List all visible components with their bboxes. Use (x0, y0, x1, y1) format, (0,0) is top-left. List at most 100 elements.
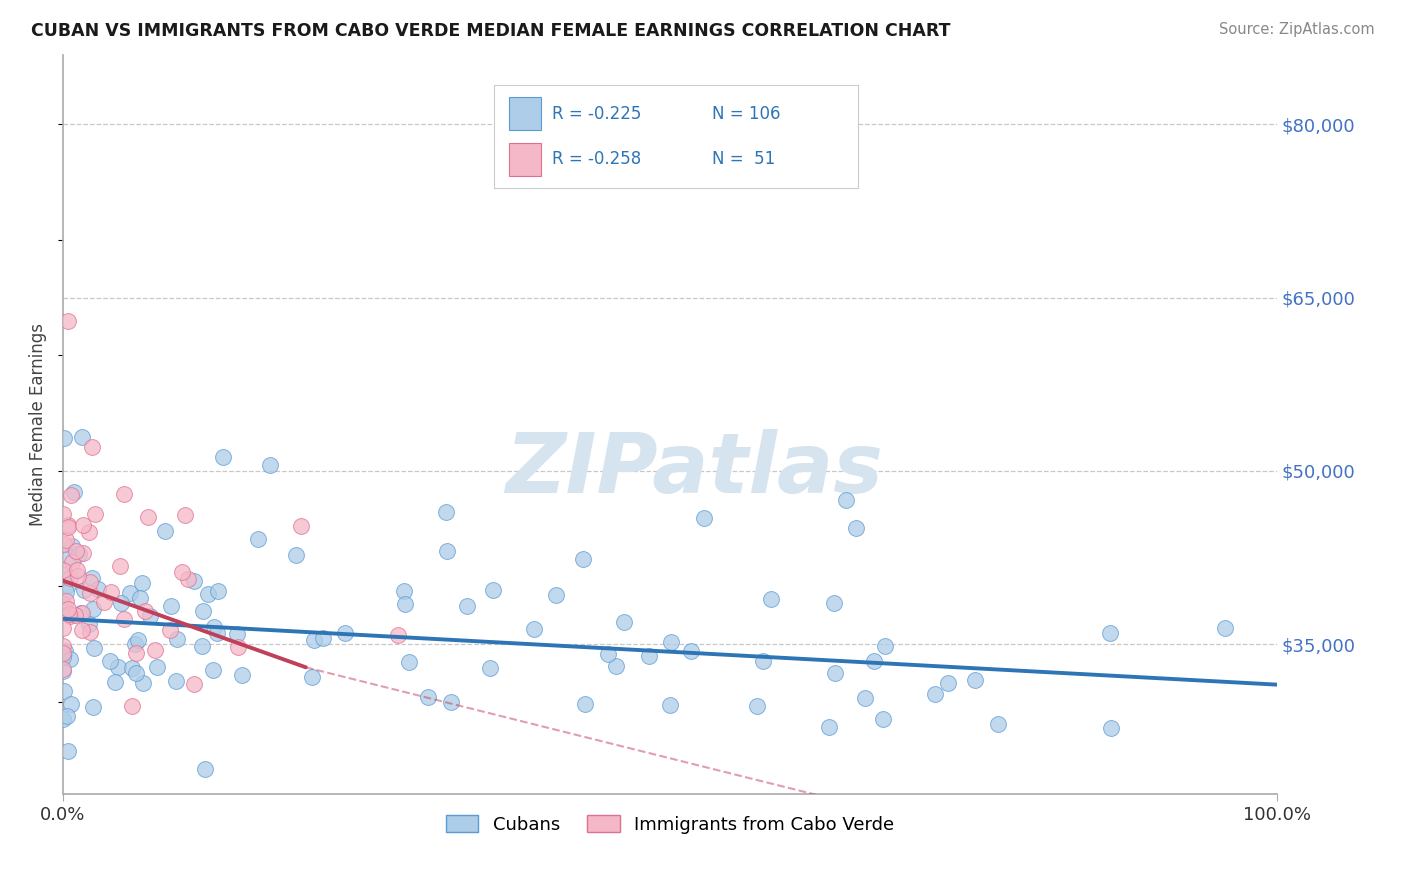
Point (544, 588, 567, 602)
Point (1099, 625, 1122, 640)
Point (139, 608, 162, 623)
Point (59, 608, 82, 623)
Point (824, 666, 846, 681)
Point (55, 585, 77, 599)
Point (65, 544, 87, 558)
Point (52, 563, 75, 577)
Point (456, 599, 478, 614)
Point (56, 578, 79, 592)
Point (145, 660, 167, 674)
Point (52, 647, 75, 661)
Point (1213, 621, 1236, 635)
Point (60, 488, 83, 502)
Point (183, 574, 205, 589)
Point (72, 546, 94, 560)
Point (924, 687, 946, 701)
Point (53, 431, 76, 445)
Point (936, 675, 959, 690)
Point (752, 654, 775, 668)
Point (853, 691, 876, 706)
Point (52, 683, 75, 698)
Point (52, 604, 75, 618)
Point (693, 511, 716, 525)
Point (58, 518, 80, 533)
Point (679, 643, 702, 657)
Point (129, 591, 152, 605)
Point (83, 507, 105, 521)
Point (605, 659, 627, 673)
Point (60, 698, 83, 712)
Point (107, 660, 129, 674)
Point (100, 584, 122, 599)
Point (125, 666, 148, 681)
Point (301, 670, 323, 684)
Point (98, 654, 121, 668)
Point (197, 587, 219, 601)
Point (53, 567, 76, 582)
Point (79, 585, 101, 599)
Point (79, 625, 101, 640)
Point (862, 654, 884, 668)
Point (70, 607, 93, 621)
Point (963, 673, 986, 688)
Point (58, 607, 80, 621)
Point (745, 698, 768, 713)
Point (174, 508, 197, 522)
Point (63, 484, 86, 499)
Point (82, 602, 104, 616)
Point (143, 642, 166, 657)
Point (55, 594, 77, 608)
Point (823, 596, 845, 610)
Point (202, 663, 225, 677)
Point (436, 505, 458, 519)
Point (112, 487, 135, 501)
Point (183, 677, 205, 691)
Point (212, 450, 235, 465)
Point (387, 628, 409, 642)
Point (194, 762, 217, 776)
Point (112, 612, 135, 626)
Point (1101, 721, 1123, 735)
Point (58, 602, 80, 616)
Point (259, 458, 281, 472)
Point (52, 662, 75, 676)
Point (436, 544, 458, 558)
Point (121, 661, 143, 675)
Point (202, 620, 225, 634)
Point (52, 649, 75, 664)
Y-axis label: Median Female Earnings: Median Female Earnings (30, 323, 46, 526)
Point (121, 699, 143, 714)
Point (205, 626, 228, 640)
Point (523, 622, 546, 636)
Point (52, 712, 75, 726)
Point (159, 599, 181, 614)
Point (290, 519, 312, 533)
Point (83, 641, 105, 656)
Point (759, 591, 782, 606)
Point (987, 717, 1010, 731)
Point (193, 604, 215, 618)
Point (103, 674, 125, 689)
Point (596, 647, 619, 661)
Point (118, 585, 141, 599)
Point (159, 623, 181, 637)
Point (875, 639, 897, 653)
Point (440, 695, 463, 709)
Text: ZIPatlas: ZIPatlas (505, 429, 883, 509)
Point (818, 720, 841, 734)
Point (226, 640, 249, 654)
Point (55, 533, 77, 547)
Point (67, 569, 90, 583)
Point (52, 602, 75, 616)
Point (166, 632, 188, 647)
Point (79, 616, 101, 631)
Point (52, 507, 75, 521)
Point (155, 524, 177, 538)
Point (63, 608, 86, 623)
Point (52, 664, 75, 678)
Point (392, 584, 415, 599)
Point (284, 548, 307, 562)
Point (398, 655, 420, 669)
Point (659, 634, 682, 648)
Point (70, 430, 93, 444)
